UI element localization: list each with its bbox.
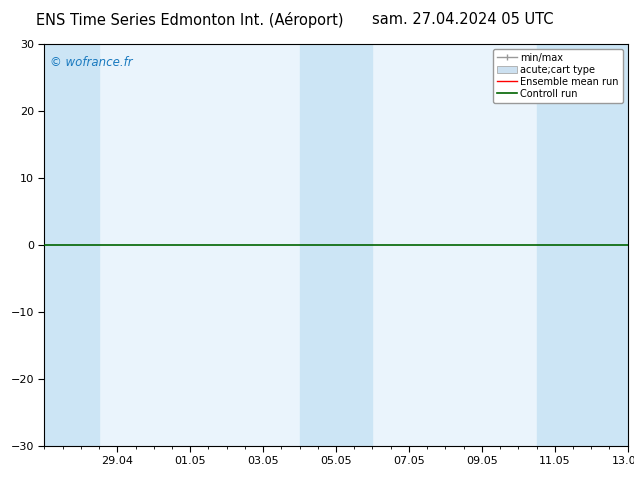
Text: ENS Time Series Edmonton Int. (Aéroport): ENS Time Series Edmonton Int. (Aéroport): [36, 12, 344, 28]
Text: sam. 27.04.2024 05 UTC: sam. 27.04.2024 05 UTC: [372, 12, 553, 27]
Text: © wofrance.fr: © wofrance.fr: [50, 56, 133, 69]
Legend: min/max, acute;cart type, Ensemble mean run, Controll run: min/max, acute;cart type, Ensemble mean …: [493, 49, 623, 102]
Bar: [536, 44, 628, 446]
Bar: [44, 44, 99, 446]
Bar: [299, 44, 373, 446]
